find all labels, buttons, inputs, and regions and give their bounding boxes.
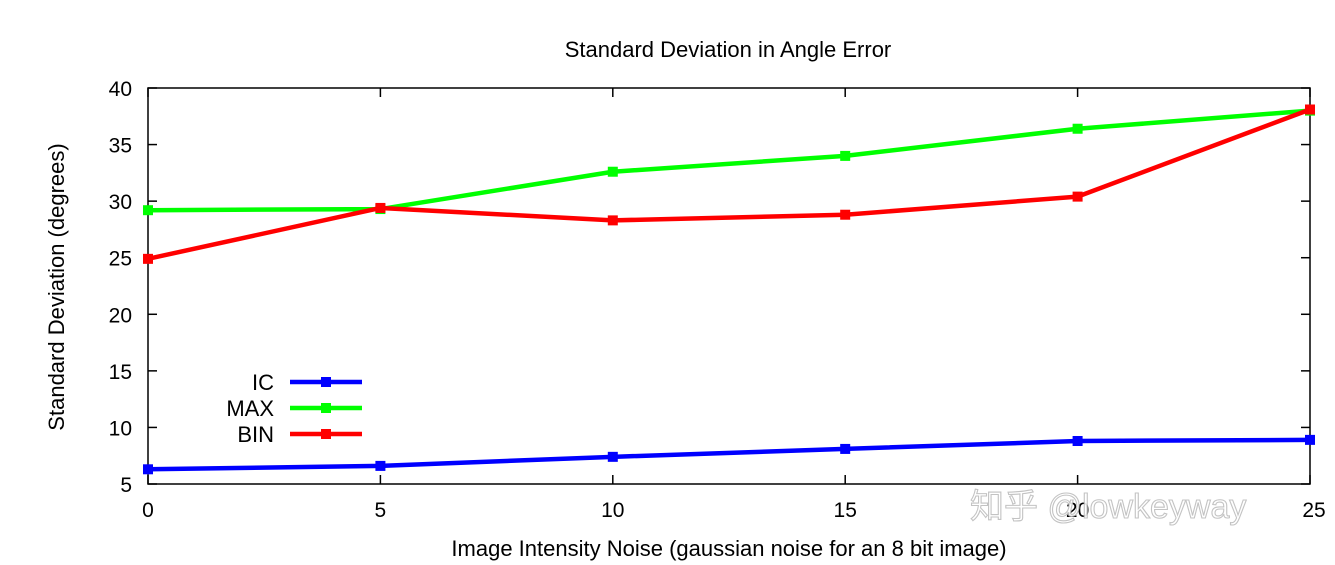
data-point-bin: [1305, 104, 1315, 115]
x-tick-label: 20: [1066, 499, 1089, 522]
y-tick-label: 35: [109, 135, 132, 158]
y-tick-label: 20: [109, 304, 132, 327]
x-tick-label: 5: [375, 499, 387, 522]
y-tick-label: 5: [120, 474, 132, 497]
y-tick-label: 10: [109, 417, 132, 440]
data-point-bin: [840, 209, 851, 220]
data-point-max: [143, 205, 153, 216]
y-axis: 5 10 15 20 25 30 35 40: [109, 78, 1310, 497]
data-point-max: [607, 166, 618, 177]
y-axis-label: Standard Deviation (degrees): [44, 143, 69, 430]
x-tick-label: 10: [601, 499, 624, 522]
plot-area-frame: [147, 87, 1311, 485]
legend-label-max: MAX: [226, 396, 274, 421]
y-tick-label: 25: [109, 248, 132, 271]
y-tick-label: 40: [109, 78, 132, 101]
y-tick-label: 15: [109, 361, 132, 384]
data-point-bin: [143, 253, 153, 264]
legend-marker-bin: [321, 429, 331, 439]
x-tick-label: 0: [142, 499, 154, 522]
series-layer: [143, 104, 1315, 475]
data-point-max: [840, 150, 851, 161]
legend-label-bin: BIN: [237, 422, 274, 447]
data-point-ic: [143, 464, 153, 475]
data-point-max: [1072, 123, 1083, 134]
data-point-ic: [1072, 436, 1083, 447]
x-tick-label: 25: [1302, 499, 1325, 522]
data-point-ic: [1305, 434, 1315, 445]
x-axis: 0 5 10 15 20 25: [142, 88, 1326, 522]
series-line-ic: [147, 437, 1311, 472]
series-line-max: [147, 108, 1311, 213]
data-point-ic: [607, 451, 618, 462]
x-axis-label: Image Intensity Noise (gaussian noise fo…: [451, 536, 1006, 561]
data-point-ic: [840, 443, 851, 454]
legend-label-ic: IC: [252, 370, 274, 395]
watermark: 知乎 @lowkeyway: [970, 488, 1246, 526]
x-tick-label: 15: [834, 499, 857, 522]
series-line-bin: [147, 107, 1311, 262]
data-point-bin: [1072, 191, 1083, 202]
data-point-bin: [607, 215, 618, 226]
legend-marker-ic: [321, 377, 331, 387]
chart-title: Standard Deviation in Angle Error: [565, 37, 892, 62]
legend-marker-max: [321, 403, 331, 413]
y-tick-label: 30: [109, 191, 132, 214]
data-point-bin: [375, 202, 386, 213]
data-point-ic: [375, 460, 386, 471]
